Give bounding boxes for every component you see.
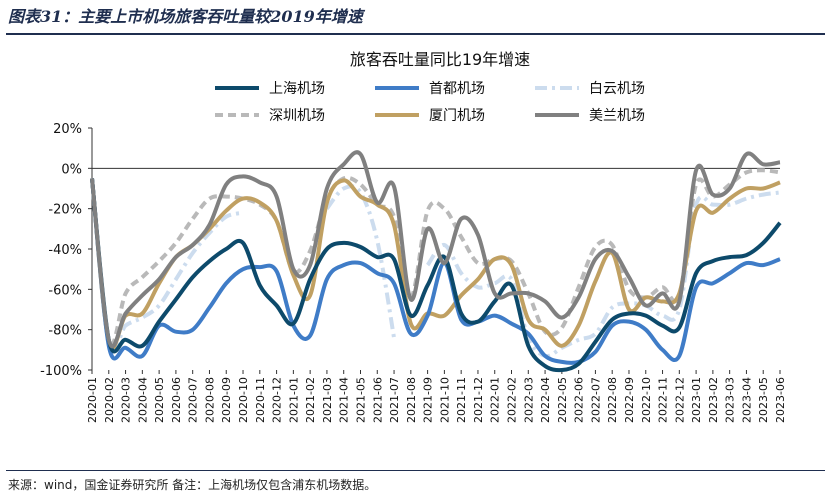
plot-lines [90, 150, 782, 373]
x-tick-label: 2023-06 [774, 377, 787, 423]
y-tick-label: -40% [48, 243, 82, 258]
chart-title: 旅客吞吐量同比19年增速 [350, 50, 530, 69]
axes: 20% 0% -20% -40% -60% -80% -100% 2020-01 2020-02… [40, 122, 787, 423]
x-tick-label: 2021-08 [405, 377, 418, 423]
x-tick-label: 2022-06 [573, 377, 586, 423]
x-tick-label: 2021-03 [321, 377, 334, 423]
x-tick-label: 2022-12 [673, 377, 686, 423]
x-tick-label: 2020-11 [254, 377, 267, 423]
x-tick-label: 2020-03 [120, 377, 133, 423]
x-tick-label: 2022-01 [489, 377, 502, 423]
x-tick-label: 2020-05 [153, 377, 166, 423]
x-tick-label: 2023-05 [757, 377, 770, 423]
x-tick-label: 2022-02 [506, 377, 519, 423]
x-tick-label: 2020-07 [187, 377, 200, 423]
x-tick-label: 2023-04 [740, 377, 753, 423]
x-tick-label: 2021-09 [422, 377, 435, 423]
x-tick-label: 2022-10 [640, 377, 653, 423]
x-tick-label: 2022-09 [623, 377, 636, 423]
y-tick-label: -60% [48, 283, 82, 298]
x-tick-label: 2021-06 [371, 377, 384, 423]
source-footnote: 来源：wind，国金证券研究所 备注：上海机场仅包含浦东机场数据。 [8, 478, 377, 492]
footnote-divider [6, 470, 825, 471]
y-tick-label: -100% [40, 364, 82, 379]
x-tick-label: 2022-04 [539, 377, 552, 423]
x-tick-label: 2020-02 [103, 377, 116, 423]
x-tick-label: 2020-09 [220, 377, 233, 423]
x-tick-label: 2021-12 [472, 377, 485, 423]
x-tick-label: 2021-07 [388, 377, 401, 423]
legend-label-3: 深圳机场 [269, 108, 325, 124]
x-tick-label: 2022-08 [606, 377, 619, 423]
figure-title: 图表31：主要上市机场旅客吞吐量较2019年增速 [8, 7, 363, 26]
x-tick-label: 2022-05 [556, 377, 569, 423]
x-tick-label: 2021-04 [338, 377, 351, 423]
x-tick-label: 2022-03 [522, 377, 535, 423]
series-line-3 [90, 168, 781, 348]
x-tick-label: 2020-10 [237, 377, 250, 423]
x-tick-label: 2023-02 [707, 377, 720, 423]
series-line-1 [90, 178, 781, 365]
x-tick-label: 2020-06 [170, 377, 183, 423]
legend-label-5: 美兰机场 [589, 108, 645, 124]
x-tick-label: 2021-02 [304, 377, 317, 423]
x-tick-label: 2022-11 [657, 377, 670, 423]
y-tick-label: -20% [48, 203, 82, 218]
y-tick-label: 20% [53, 122, 82, 137]
x-tick-label: 2020-01 [86, 377, 99, 423]
legend-label-0: 上海机场 [269, 81, 325, 97]
series-line-5 [90, 150, 781, 349]
x-tick-label: 2021-01 [287, 377, 300, 423]
legend-label-2: 白云机场 [589, 81, 645, 97]
x-tick-label: 2021-10 [438, 377, 451, 423]
x-tick-label: 2020-04 [136, 377, 149, 423]
x-tick-label: 2021-05 [354, 377, 367, 423]
series-line-2 [90, 178, 244, 354]
y-tick-label: 0% [61, 162, 82, 177]
x-tick-label: 2023-01 [690, 377, 703, 423]
series-line-0 [90, 178, 782, 373]
legend-label-1: 首都机场 [429, 81, 485, 97]
x-tick-label: 2022-07 [589, 377, 602, 423]
y-tick-label: -80% [48, 324, 82, 339]
x-tick-label: 2020-12 [271, 377, 284, 423]
title-divider [6, 33, 825, 35]
x-tick-label: 2021-11 [455, 377, 468, 423]
x-tick-label: 2020-08 [203, 377, 216, 423]
legend-label-4: 厦门机场 [429, 108, 485, 124]
x-tick-label: 2023-03 [724, 377, 737, 423]
